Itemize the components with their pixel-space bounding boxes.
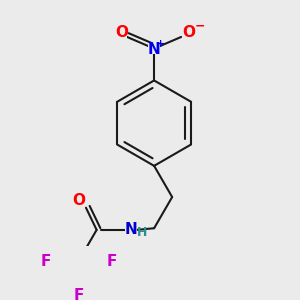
Text: O: O: [115, 25, 128, 40]
Text: N: N: [148, 42, 160, 57]
Bar: [72, 195, 85, 206]
Text: O: O: [182, 25, 195, 40]
Text: H: H: [136, 226, 147, 239]
Bar: [107, 256, 118, 266]
Text: −: −: [195, 20, 205, 33]
Text: F: F: [40, 254, 51, 268]
Bar: [182, 28, 195, 38]
Text: +: +: [156, 38, 165, 49]
Text: N: N: [125, 222, 137, 237]
Text: O: O: [72, 193, 85, 208]
Text: F: F: [107, 254, 117, 268]
Bar: [40, 256, 51, 266]
Bar: [115, 28, 128, 38]
Bar: [148, 44, 160, 54]
Text: F: F: [74, 288, 84, 300]
Bar: [125, 224, 137, 235]
Bar: [73, 291, 84, 300]
